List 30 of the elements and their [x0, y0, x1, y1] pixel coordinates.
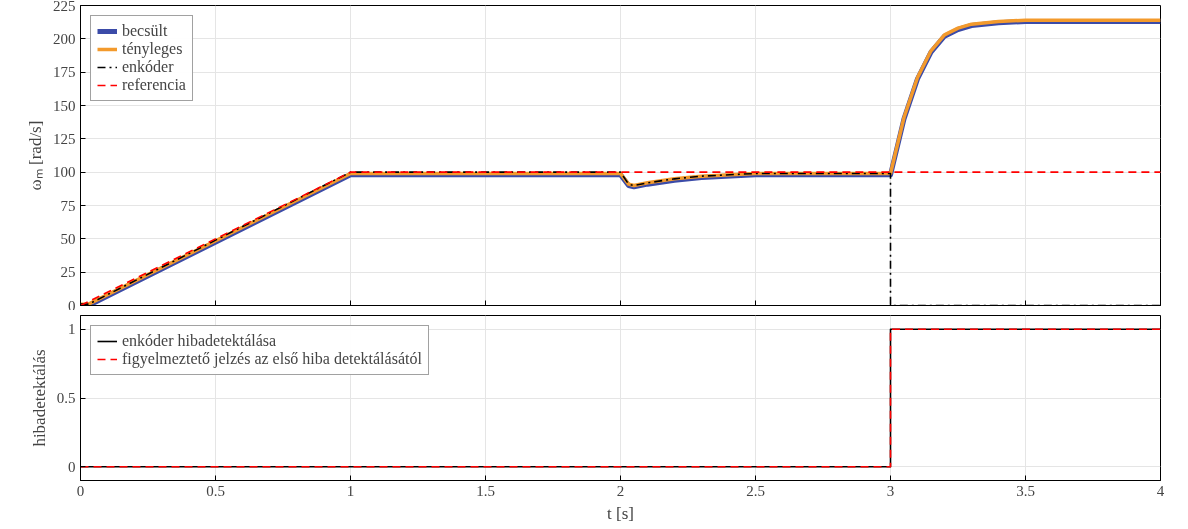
legend-label: enkóder — [122, 58, 174, 76]
y-tick-label: 150 — [53, 97, 76, 114]
y-tick-label: 200 — [53, 30, 76, 47]
legend-label: enkóder hibadetektálása — [122, 332, 277, 350]
y-tick-label: 125 — [53, 130, 76, 147]
x-tick-label: 2 — [616, 482, 625, 499]
y-tick-label: 50 — [60, 230, 76, 247]
y-axis-title: hibadetektálás — [29, 349, 49, 447]
y-tick-label: 25 — [60, 264, 76, 281]
y-tick-label: 225 — [53, 0, 76, 14]
y-axis-title: ωₘ [rad/s] — [26, 120, 45, 191]
y-tick-label: 1 — [68, 321, 76, 338]
x-tick-label: 0.5 — [206, 482, 225, 499]
x-tick-label: 1.5 — [476, 482, 495, 499]
legend-label: tényleges — [122, 40, 183, 58]
y-tick-label: 100 — [53, 164, 76, 181]
y-tick-label: 75 — [60, 197, 76, 214]
legend-label: becsült — [122, 22, 168, 40]
x-tick-label: 3 — [886, 482, 895, 499]
y-tick-label: 0 — [68, 297, 76, 314]
y-tick-label: 0.5 — [56, 390, 76, 406]
legend-label: figyelmeztető jelzés az első hiba detektálásától — [122, 350, 422, 368]
x-tick-label: 2.5 — [746, 482, 765, 499]
x-tick-label: 1 — [346, 482, 355, 499]
x-tick-label: 3.5 — [1016, 482, 1035, 499]
x-tick-label: 4 — [1156, 482, 1165, 499]
legend-label: referencia — [122, 76, 186, 94]
y-tick-label: 0 — [68, 458, 76, 475]
x-axis-title: t [s] — [607, 503, 634, 523]
y-tick-label: 175 — [53, 64, 76, 81]
